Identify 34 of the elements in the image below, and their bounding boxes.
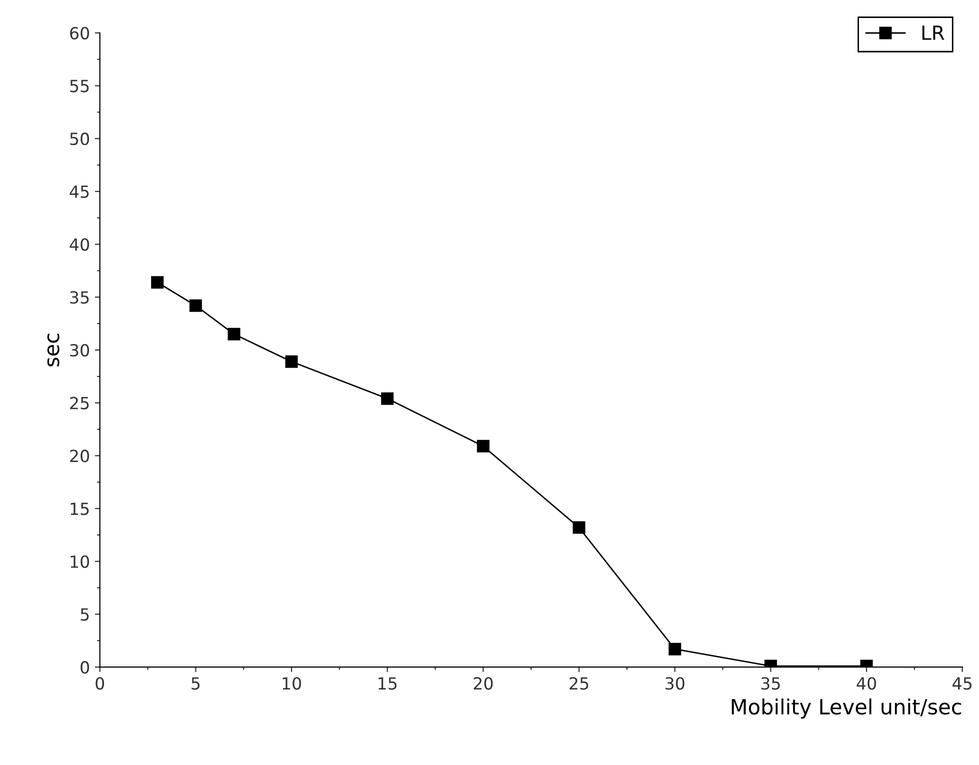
point [189, 299, 202, 312]
y-tick-label: 50 [70, 132, 90, 146]
y-tick-label: 10 [70, 555, 90, 568]
point [668, 642, 682, 656]
x-tick-label: 10 [282, 677, 302, 690]
y-axis-title: sec [47, 334, 60, 366]
x-tick-label: 30 [666, 677, 684, 690]
point [381, 392, 394, 405]
point [572, 521, 586, 534]
x-tick-label: 45 [952, 677, 972, 690]
y-tick-label: 5 [80, 608, 89, 621]
x-tick-label: 20 [474, 677, 493, 690]
y-tick-label: 20 [70, 450, 90, 462]
x-tick-label: 5 [192, 677, 200, 690]
y-tick-label: 30 [70, 344, 90, 357]
y-tick-label: 45 [70, 186, 89, 198]
y-tick-label: 15 [70, 502, 89, 516]
y-tick-label: 55 [70, 80, 89, 92]
x-tick-label: 40 [856, 677, 876, 690]
x-tick-label: 15 [378, 677, 397, 690]
point [151, 276, 164, 289]
legend-label: LR [922, 26, 944, 40]
y-tick-label: 25 [70, 396, 89, 410]
point [285, 355, 298, 368]
x-tick-label: 35 [761, 677, 780, 690]
point [228, 328, 240, 340]
point [476, 440, 490, 452]
y-tick-label: 40 [70, 238, 90, 251]
y-tick-label: 0 [80, 661, 90, 674]
x-tick-label: 25 [570, 677, 588, 690]
x-tick-label: 0 [96, 677, 104, 690]
x-axis-title: Mobility Level unit/sec [732, 698, 962, 719]
y-tick-label: 60 [70, 26, 90, 40]
y-tick-label: 35 [70, 291, 89, 304]
